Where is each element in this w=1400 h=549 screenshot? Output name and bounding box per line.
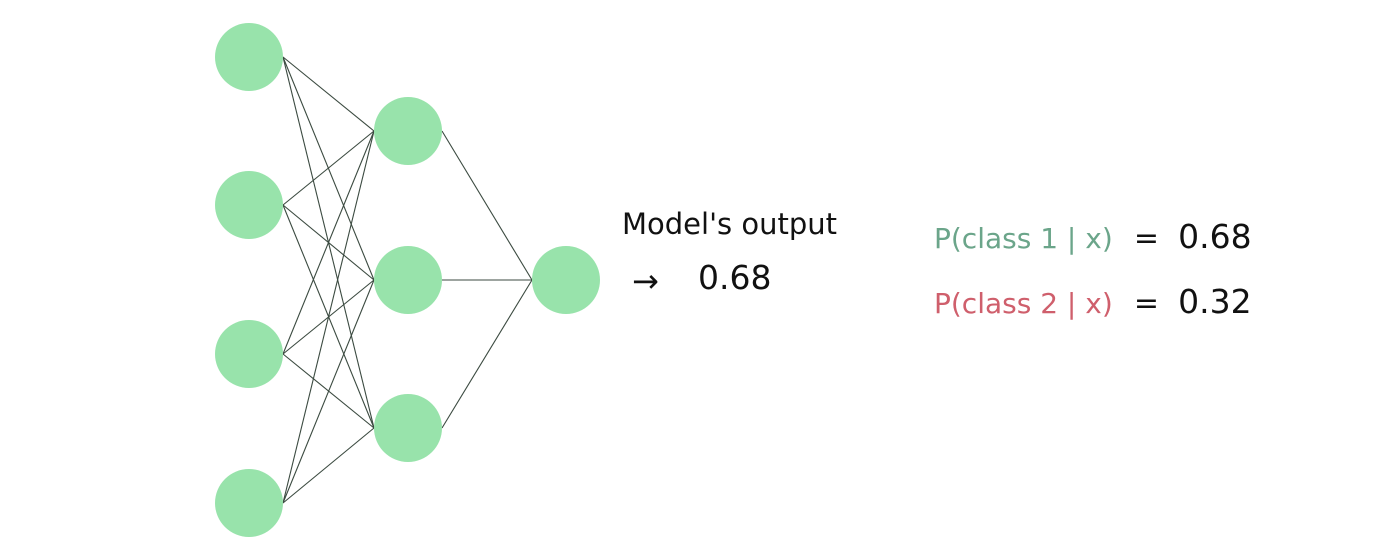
network-edges bbox=[282, 56, 533, 504]
probability-label-class-1: P(class 1 | x) bbox=[934, 222, 1113, 255]
equals-sign: = bbox=[1133, 286, 1159, 321]
connection-edge bbox=[282, 130, 375, 355]
connection-edge bbox=[282, 427, 375, 504]
probability-label-class-2: P(class 2 | x) bbox=[934, 287, 1113, 320]
model-output-label: Model's output bbox=[622, 207, 838, 241]
right-arrow-icon: → bbox=[632, 262, 659, 300]
input-neuron bbox=[215, 171, 283, 239]
connection-edge bbox=[282, 130, 375, 504]
hidden-neuron bbox=[374, 246, 442, 314]
hidden-neuron bbox=[374, 394, 442, 462]
connection-edge bbox=[441, 279, 533, 429]
probability-row-class-1: P(class 1 | x) = 0.68 bbox=[934, 217, 1252, 256]
input-neuron bbox=[215, 23, 283, 91]
output-neuron bbox=[532, 246, 600, 314]
probability-value-class-2: 0.32 bbox=[1178, 282, 1252, 321]
network-neurons bbox=[215, 23, 600, 537]
connection-edge bbox=[282, 56, 375, 132]
probability-row-class-2: P(class 2 | x) = 0.32 bbox=[934, 282, 1252, 321]
equals-sign: = bbox=[1133, 221, 1159, 256]
connection-edge bbox=[282, 279, 375, 504]
input-neuron bbox=[215, 320, 283, 388]
model-output-value: 0.68 bbox=[698, 258, 772, 297]
connection-edge bbox=[441, 130, 533, 281]
probability-value-class-1: 0.68 bbox=[1178, 217, 1252, 256]
hidden-neuron bbox=[374, 97, 442, 165]
connection-edge bbox=[282, 130, 375, 206]
input-neuron bbox=[215, 469, 283, 537]
